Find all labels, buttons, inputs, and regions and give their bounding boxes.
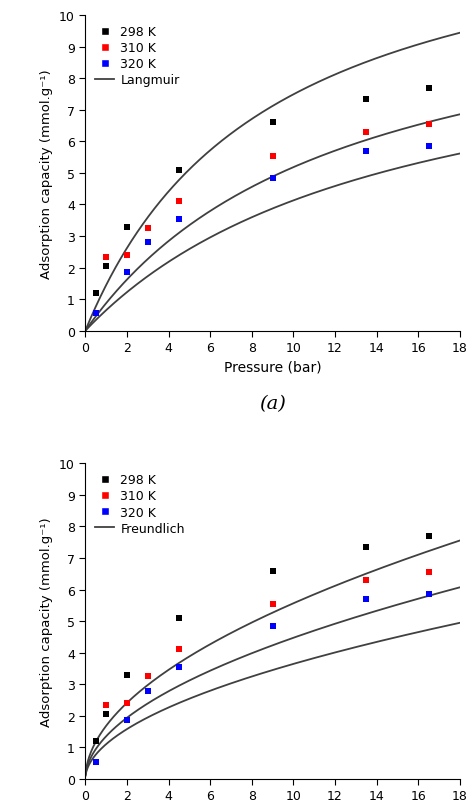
Point bbox=[269, 172, 276, 185]
Y-axis label: Adsorption capacity (mmol.g⁻¹): Adsorption capacity (mmol.g⁻¹) bbox=[40, 516, 54, 726]
Text: (a): (a) bbox=[259, 394, 286, 412]
Point bbox=[123, 221, 131, 234]
Point bbox=[362, 126, 370, 139]
Point bbox=[92, 755, 100, 768]
Point bbox=[269, 150, 276, 163]
Point bbox=[425, 141, 432, 153]
Point bbox=[362, 574, 370, 587]
Point bbox=[269, 116, 276, 129]
Point bbox=[362, 593, 370, 605]
Point bbox=[425, 588, 432, 601]
Point bbox=[123, 668, 131, 681]
Point bbox=[269, 620, 276, 633]
Point bbox=[144, 684, 152, 697]
Point bbox=[269, 565, 276, 577]
Point bbox=[362, 540, 370, 553]
Point bbox=[123, 697, 131, 710]
Point bbox=[425, 82, 432, 95]
Point bbox=[144, 237, 152, 250]
Point bbox=[175, 643, 182, 656]
Point bbox=[102, 708, 110, 721]
Point bbox=[425, 118, 432, 131]
Point bbox=[92, 287, 100, 300]
Point bbox=[425, 566, 432, 579]
Legend: 298 K, 310 K, 320 K, Langmuir: 298 K, 310 K, 320 K, Langmuir bbox=[91, 22, 183, 91]
Point bbox=[175, 213, 182, 226]
Point bbox=[144, 670, 152, 683]
Point bbox=[123, 249, 131, 262]
Point bbox=[175, 196, 182, 209]
Point bbox=[175, 164, 182, 177]
Point bbox=[123, 267, 131, 279]
X-axis label: Pressure (bar): Pressure (bar) bbox=[224, 361, 321, 374]
Point bbox=[269, 597, 276, 610]
Point bbox=[102, 699, 110, 711]
Point bbox=[175, 612, 182, 625]
Point bbox=[362, 145, 370, 158]
Point bbox=[123, 714, 131, 727]
Point bbox=[144, 222, 152, 235]
Point bbox=[102, 251, 110, 263]
Point bbox=[92, 308, 100, 320]
Point bbox=[102, 260, 110, 273]
Point bbox=[425, 530, 432, 543]
Point bbox=[175, 661, 182, 674]
Point bbox=[92, 735, 100, 748]
Legend: 298 K, 310 K, 320 K, Freundlich: 298 K, 310 K, 320 K, Freundlich bbox=[91, 470, 189, 539]
Point bbox=[362, 93, 370, 106]
Y-axis label: Adsorption capacity (mmol.g⁻¹): Adsorption capacity (mmol.g⁻¹) bbox=[40, 69, 54, 279]
